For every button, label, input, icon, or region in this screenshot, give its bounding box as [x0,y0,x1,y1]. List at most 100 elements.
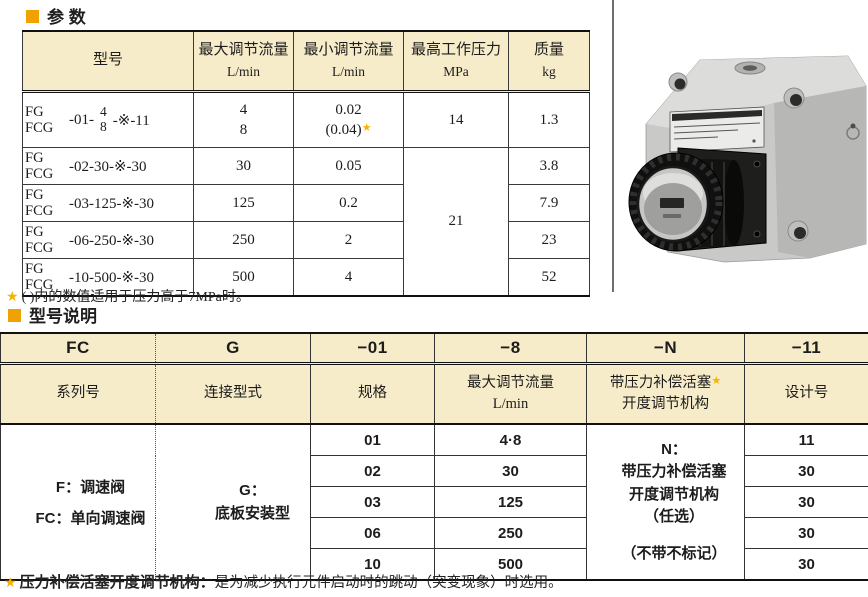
min-flow-cell: 2 [293,221,404,259]
model-option-row: 02 30 30 [1,455,868,487]
header-weight: 质量 kg [508,30,590,93]
design-cell: 30 [744,455,868,487]
weight-cell: 7.9 [508,184,590,222]
max-flow-bottom: 8 [239,122,248,138]
code-series: FC [0,332,156,365]
model-table-wrap: FC G −01 −8 −N −11 系列号 连接型式 规格 最大调节流量 L/… [0,332,868,581]
header-max-pressure-unit: MPa [443,64,469,80]
model-prefix-fcg: FCG [25,203,54,219]
model-label-row: 系列号 连接型式 规格 最大调节流量 L/min 带压力补偿活塞★ 开度调节机构… [0,363,868,425]
n-option-line2: 开度调节机构 [628,485,719,503]
label-comp-line2: 开度调节机构 [622,396,709,412]
header-model: 型号 [22,30,194,93]
param-row: FG FCG -06-250-※-30 250 2 23 [22,221,590,259]
parameters-table: 型号 最大调节流量 L/min 最小调节流量 L/min 最高工作压力 MPa 质量 k… [22,30,590,297]
header-min-flow-unit: L/min [332,64,365,80]
design-cell: 30 [744,517,868,549]
max-flow-cell: 30 [193,147,294,185]
model-option-row: 06 250 30 [1,517,868,549]
model-option-row: F：调速阀 FC：单向调速阀 G： 底板安装型 01 4·8 N： 带压力补偿活… [0,423,868,581]
weight-cell: 1.3 [508,91,590,148]
model-cell: FG FCG -02-30-※-30 [22,147,194,185]
model-prefix-fg: FG [25,260,44,277]
min-flow-cell: 0.02 (0.04)★ [293,91,404,148]
label-comp-line1: 带压力补偿活塞 [609,374,712,391]
param-header-row: 型号 最大调节流量 L/min 最小调节流量 L/min 最高工作压力 MPa 质量 k… [22,30,590,93]
model-prefix-fcg: FCG [25,240,54,256]
code-compensator: −N [586,332,745,365]
star-icon: ★ [361,122,372,134]
header-max-pressure-label: 最高工作压力 [410,41,501,58]
model-prefix: FG FCG [25,150,63,182]
parameters-footnote: ★( )内的数值适用于压力高于7MPa时。 [6,286,250,306]
n-option-line4: （不带不标记） [621,544,727,562]
spec-cell: 01 [310,423,435,456]
spec-cell: 10 [310,548,435,581]
label-design: 设计号 [744,363,868,425]
compensator-option-cell: N： 带压力补偿活塞 开度调节机构 （任选） （不带不标记） [586,423,745,581]
header-max-flow-unit: L/min [227,64,260,80]
flow-cell: 4·8 [434,423,587,456]
section-model-title: 型号说明 [8,302,97,327]
label-series: 系列号 [0,363,156,425]
spec-cell: 06 [310,517,435,549]
model-designation-table: FC G −01 −8 −N −11 系列号 连接型式 规格 最大调节流量 L/… [0,332,868,581]
max-flow-top: 4 [239,101,248,118]
flow-cell: 500 [434,548,587,581]
min-flow-bottom: (0.04) [325,122,362,138]
model-prefix: FG FCG [25,187,63,219]
model-size-top: 4 [100,104,107,120]
connection-code: G： [239,481,266,499]
section-model-title-text: 型号说明 [29,307,97,326]
series-options-cell: F：调速阀 FC：单向调速阀 [0,423,156,581]
section-bullet-icon [8,308,21,322]
section-params-title: 参 数 [26,3,86,28]
header-max-flow-label: 最大调节流量 [198,41,289,58]
weight-cell: 3.8 [508,147,590,185]
model-size-fraction: 4 8 [100,105,107,134]
design-cell: 30 [744,486,868,518]
series-code-f: F [55,479,66,496]
label-spec: 规格 [310,363,435,425]
max-flow-cell: 4 8 [193,91,294,148]
model-cell: FG FCG -03-125-※-30 [22,184,194,222]
model-size-bottom: 8 [100,119,107,134]
model-prefix: FG FCG [25,104,63,136]
model-prefix: FG FCG [25,261,63,293]
model-footnote-text: 是为减少执行元件启动时的跳动（突变现象）时选用。 [214,575,563,591]
model-code: -10-500-※-30 [69,269,155,286]
flow-cell: 30 [434,455,587,487]
series-desc-f: ：调速阀 [65,479,126,496]
code-design: −11 [744,332,868,365]
design-cell: 30 [744,548,868,581]
star-icon: ★ [6,290,19,305]
connection-option-cell: G： 底板安装型 [155,423,311,581]
model-cell: FG FCG -10-500-※-30 [22,258,194,297]
design-cell: 11 [744,423,868,456]
flow-cell: 250 [434,517,587,549]
flow-cell: 125 [434,486,587,518]
model-prefix-fcg: FCG [25,166,54,182]
label-flow: 最大调节流量 L/min [434,363,587,425]
min-flow-cell: 4 [293,258,404,297]
code-spec: −01 [310,332,435,365]
star-icon: ★ [4,576,17,591]
header-min-flow: 最小调节流量 L/min [293,30,404,93]
weight-cell: 52 [508,258,590,297]
model-cell: FG FCG -01- 4 8 -※-11 [22,91,194,148]
model-code: -02-30-※-30 [69,158,147,175]
min-flow-cell: 0.05 [293,147,404,185]
n-option-line1: 带压力补偿活塞 [621,463,727,481]
spec-cell: 02 [310,455,435,487]
model-footnote-bold: 压力补偿活塞开度调节机构： [19,574,215,591]
max-flow-cell: 250 [193,221,294,259]
min-flow-top: 0.02 [335,101,362,118]
param-row: FG FCG -10-500-※-30 500 4 52 [22,258,590,297]
model-code: -06-250-※-30 [69,232,155,249]
weight-cell: 23 [508,221,590,259]
header-model-label: 型号 [92,52,123,69]
header-min-flow-label: 最小调节流量 [303,41,394,58]
section-params-title-text: 参 数 [47,8,86,27]
model-prefix-fg: FG [25,186,44,203]
model-code-row: FC G −01 −8 −N −11 [0,332,868,365]
